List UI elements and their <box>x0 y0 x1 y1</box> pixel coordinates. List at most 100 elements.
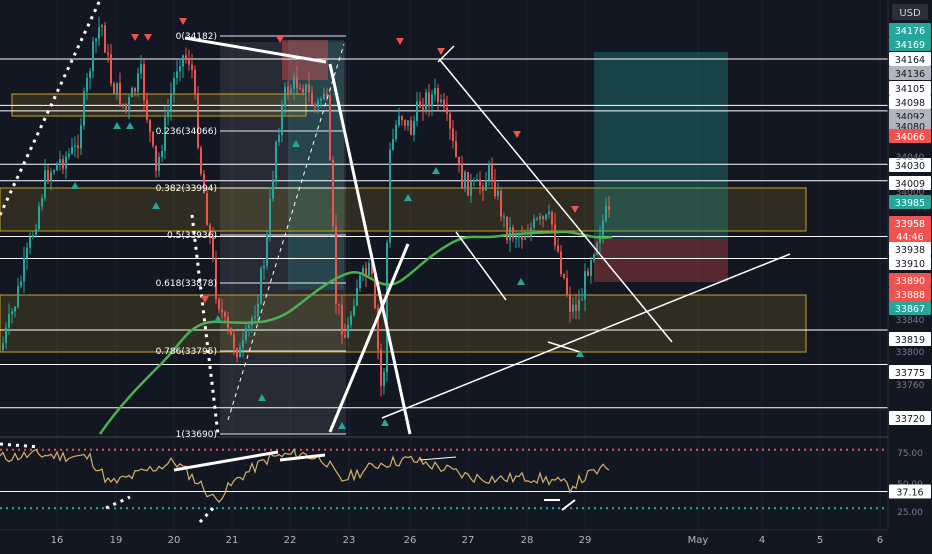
trend-line-support <box>381 253 791 419</box>
candle-body <box>137 73 139 92</box>
candle-body <box>551 211 553 225</box>
candle-body <box>254 316 256 319</box>
sell-signal-marker <box>571 206 579 213</box>
candle-body <box>47 170 49 182</box>
price-label-tag <box>889 411 931 425</box>
candle-body <box>92 41 94 72</box>
candle-body <box>347 324 349 338</box>
zone-lower <box>0 294 807 353</box>
candle-body <box>344 334 346 338</box>
candle-body <box>482 186 484 191</box>
candle-body <box>131 88 133 98</box>
candle-body <box>368 262 370 276</box>
candle-body <box>356 287 358 306</box>
price-label-tag <box>889 95 931 109</box>
price-label-tag <box>889 229 931 243</box>
candle-body <box>596 242 598 255</box>
candle-body <box>383 372 385 386</box>
candle-body <box>326 93 328 96</box>
price-axis-tick: 33760 <box>896 381 925 391</box>
price-label-text: 34164 <box>895 55 925 66</box>
candle-body <box>527 236 529 238</box>
time-tick-label: 5 <box>817 535 823 546</box>
candle-body <box>446 107 448 114</box>
fib-level-label: 0.236(34066) <box>156 127 217 137</box>
oscillator-trend-2 <box>279 453 326 462</box>
candle-body <box>449 113 451 129</box>
buy-signal-marker <box>338 422 346 429</box>
candle-body <box>539 216 541 220</box>
candle-body <box>296 76 298 89</box>
fib-level-label: 0.5(33936) <box>167 231 217 241</box>
candle-body <box>419 101 421 108</box>
time-tick-label: 22 <box>284 535 297 546</box>
candle-body <box>116 82 118 94</box>
moving-average-line <box>98 230 613 435</box>
candle-body <box>425 92 427 110</box>
price-label-tag <box>889 176 931 190</box>
candle-body <box>170 94 172 110</box>
trend-line-fall <box>328 63 412 435</box>
oscillator-dotted-left <box>0 442 41 449</box>
candle-body <box>329 95 331 161</box>
candle-body <box>257 303 259 317</box>
buy-signal-marker <box>517 278 525 285</box>
candle-body <box>317 100 319 108</box>
candle-body <box>494 179 496 197</box>
candle-body <box>371 262 373 274</box>
trend-line-short <box>455 231 507 301</box>
trend-line-bottom <box>547 341 581 353</box>
trend-line-rise <box>328 243 410 433</box>
candle-body <box>497 190 499 197</box>
candle-body <box>503 216 505 218</box>
sell-signal-marker <box>179 18 187 25</box>
candle-body <box>458 156 460 164</box>
price-label-tag <box>889 81 931 95</box>
candle-body <box>353 305 355 316</box>
signal-markers <box>71 18 584 429</box>
candle-body <box>95 38 97 42</box>
price-axis-tick: 33840 <box>896 316 925 326</box>
candle-body <box>68 153 70 157</box>
candle-body <box>83 91 85 126</box>
price-label-tag <box>889 256 931 270</box>
candle-body <box>608 206 610 210</box>
candle-body <box>350 315 352 325</box>
oscillator-line <box>0 447 610 504</box>
sell-signal-marker <box>201 296 209 303</box>
fib-level-label: 1(33690) <box>176 430 217 440</box>
currency-badge[interactable] <box>892 4 928 20</box>
candle-body <box>374 273 376 309</box>
oscillator-trend-3 <box>419 456 457 461</box>
trend-line-resistance <box>439 59 673 343</box>
candle-body <box>143 64 145 101</box>
price-label-text: 33938 <box>895 245 925 256</box>
candle-body <box>398 116 400 125</box>
candle-body <box>467 172 469 196</box>
price-label-text: 34136 <box>895 69 925 80</box>
time-axis-labels[interactable]: 16 19 20 21 22 23 26 27 28 29 May 4 5 6 <box>51 535 884 546</box>
long-position-loss <box>594 240 728 282</box>
candle-body <box>125 103 127 110</box>
candle-body <box>59 159 61 163</box>
candle-body <box>200 147 202 174</box>
candle-body <box>437 88 439 103</box>
price-label-text: 33890 <box>895 276 925 287</box>
zone-middle <box>0 187 807 232</box>
buy-signal-marker <box>258 394 266 401</box>
price-axis-tick: 33800 <box>896 348 925 358</box>
trend-drawings <box>0 0 791 435</box>
time-axis-background <box>0 530 932 550</box>
price-label-tag <box>889 287 931 301</box>
price-label-text: 34105 <box>895 84 925 95</box>
candle-body <box>260 268 262 304</box>
time-tick-label: 6 <box>877 535 883 546</box>
candle-body <box>8 314 10 328</box>
candle-body <box>32 235 34 238</box>
candle-body <box>77 145 79 149</box>
candle-body <box>512 227 514 239</box>
price-axis-tick: 34000 <box>896 188 925 198</box>
time-tick-label: 19 <box>110 535 123 546</box>
buy-signal-marker <box>71 182 79 189</box>
